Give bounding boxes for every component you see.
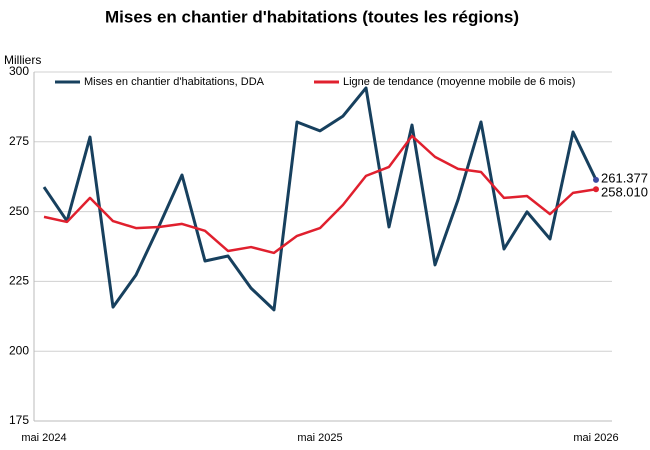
y-tick-label: 300 xyxy=(9,64,29,78)
y-tick-label: 250 xyxy=(9,204,29,218)
y-tick-label: 175 xyxy=(9,413,29,427)
series-line xyxy=(43,134,597,255)
y-tick-label: 200 xyxy=(9,343,29,357)
data-label: 258.010 xyxy=(601,185,648,200)
legend-label: Ligne de tendance (moyenne mobile de 6 m… xyxy=(343,76,575,88)
y-tick-label: 275 xyxy=(9,134,29,148)
series-line xyxy=(42,86,598,312)
legend-label: Mises en chantier d'habitations, DDA xyxy=(84,76,265,88)
end-point xyxy=(593,186,599,193)
y-axis-label: Milliers xyxy=(4,53,41,67)
end-point xyxy=(593,176,599,183)
x-tick-label: mai 2026 xyxy=(573,432,618,444)
x-tick-label: mai 2024 xyxy=(21,432,66,444)
y-tick-label: 225 xyxy=(9,274,29,288)
x-tick-label: mai 2025 xyxy=(297,432,342,444)
chart-title: Mises en chantier d'habitations (toutes … xyxy=(105,7,519,26)
data-label: 261.377 xyxy=(601,170,648,185)
